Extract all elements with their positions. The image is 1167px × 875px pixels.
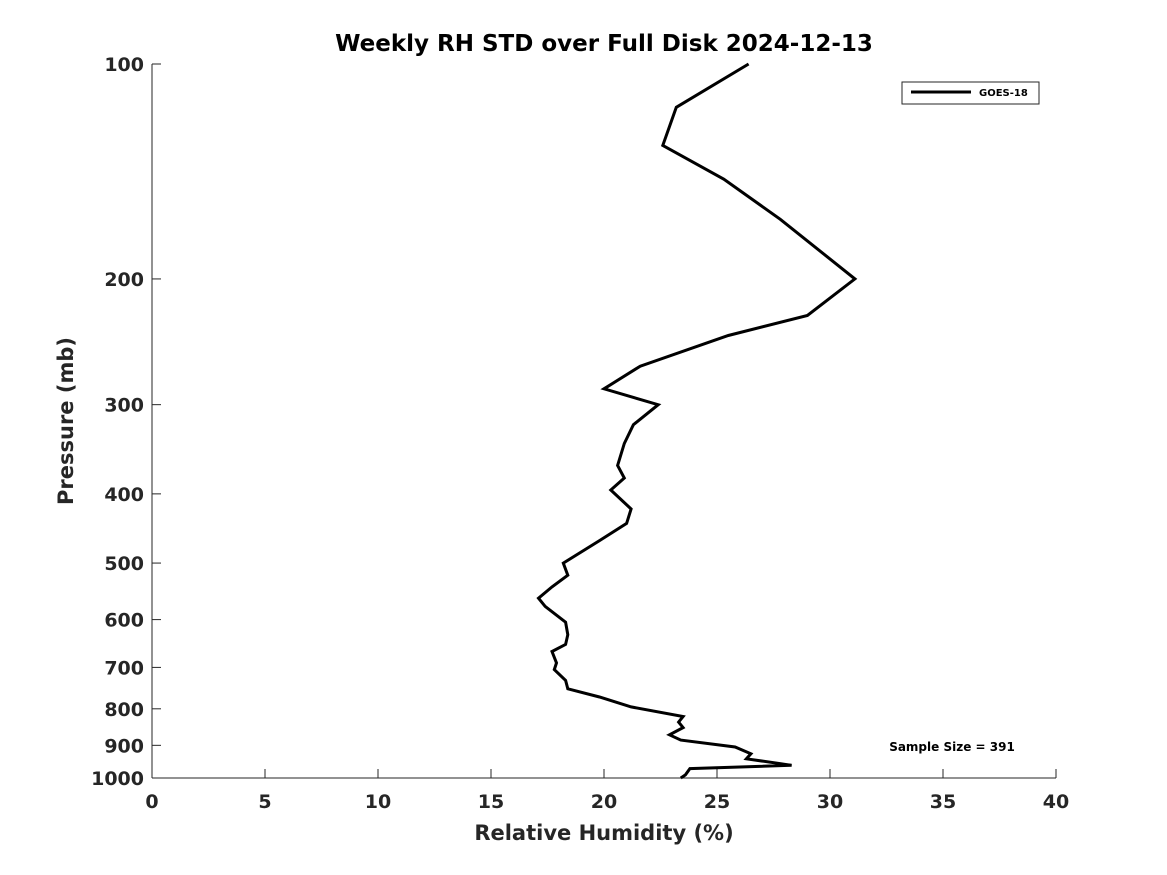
y-tick-label: 300 [104,395,144,417]
x-tick-label: 40 [1043,791,1069,813]
series-line-goes-18 [536,62,858,780]
y-tick-label: 900 [104,735,144,757]
plot-axes [151,64,1056,779]
sample-size-annotation: Sample Size = 391 [889,740,1015,754]
y-tick-label: 1000 [91,768,144,790]
series-layer [536,62,858,780]
legend: GOES-18 [901,81,1040,105]
y-tick-label: 200 [104,269,144,291]
y-tick-label: 400 [104,484,144,506]
x-tick-label: 25 [704,791,730,813]
y-axis-label: Pressure (mb) [54,337,78,505]
x-tick-label: 15 [478,791,504,813]
x-axis-ticks: 0 5 10 15 20 25 30 35 40 [145,769,1069,813]
y-tick-label: 600 [104,610,144,632]
y-tick-label: 100 [104,54,144,76]
y-tick-label: 700 [104,657,144,679]
x-tick-label: 0 [145,791,158,813]
x-tick-label: 5 [258,791,271,813]
x-tick-label: 10 [365,791,391,813]
y-axis-ticks: 100 200 300 400 500 600 700 800 900 1000 [91,54,161,790]
legend-label-goes-18: GOES-18 [979,88,1028,99]
y-tick-label: 800 [104,699,144,721]
chart-title: Weekly RH STD over Full Disk 2024-12-13 [335,31,873,57]
y-tick-label: 500 [104,553,144,575]
x-tick-label: 30 [817,791,843,813]
x-axis-label: Relative Humidity (%) [474,821,733,845]
x-tick-label: 20 [591,791,617,813]
x-tick-label: 35 [930,791,956,813]
